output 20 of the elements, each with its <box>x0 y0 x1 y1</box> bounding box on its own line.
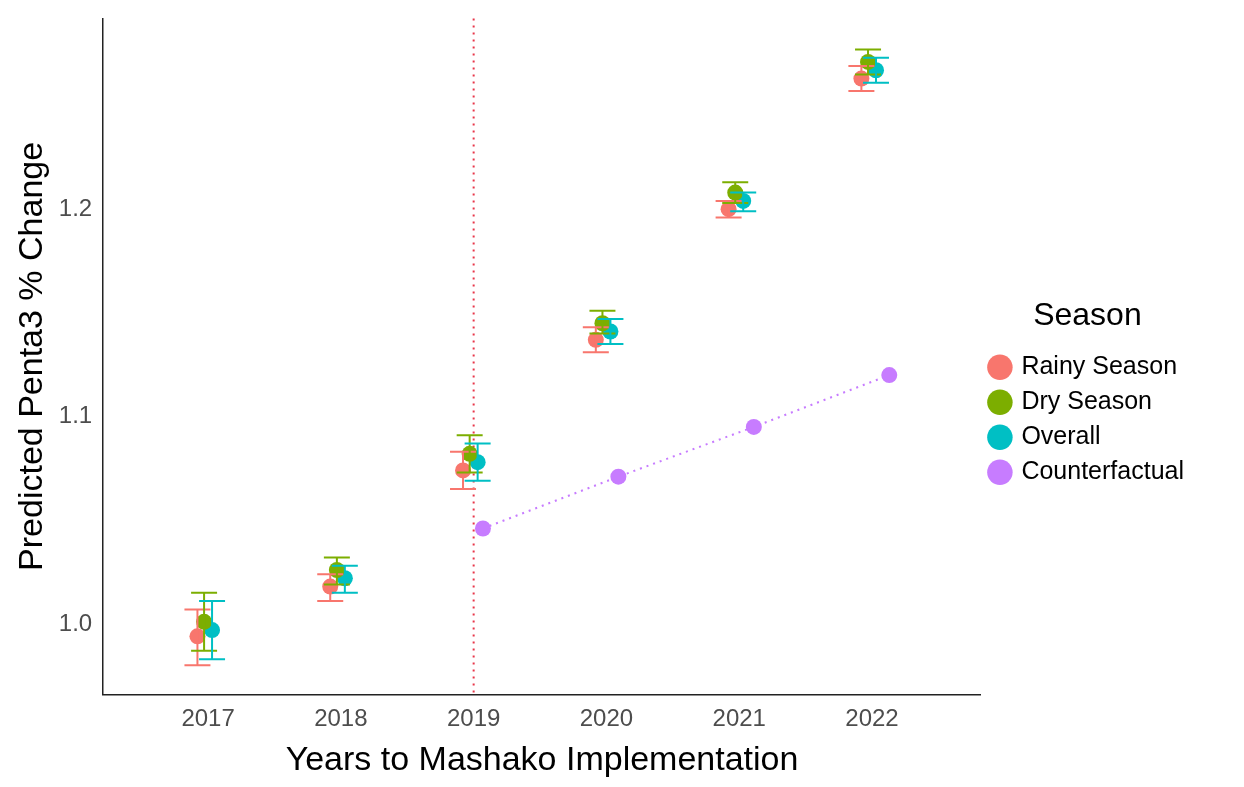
x-axis-title: Years to Mashako Implementation <box>285 738 799 777</box>
legend-label: Dry Season <box>1021 386 1153 415</box>
legend-label: Overall <box>1021 421 1101 450</box>
point <box>474 520 491 537</box>
point <box>881 367 898 384</box>
x-tick-label: 2017 <box>181 704 235 732</box>
x-tick-label: 2022 <box>845 704 899 732</box>
x-tick-label: 2021 <box>712 704 766 732</box>
x-tick-label: 2018 <box>314 704 368 732</box>
legend-label: Rainy Season <box>1021 351 1178 380</box>
point <box>745 418 762 435</box>
x-tick-label: 2020 <box>579 704 634 732</box>
x-tick-label: 2019 <box>446 704 501 732</box>
point <box>610 468 627 485</box>
y-axis-title: Predicted Penta3 % Change <box>10 141 49 571</box>
legend-label: Counterfactual <box>1021 456 1185 485</box>
y-tick-label: 1.2 <box>58 193 93 221</box>
legend-title: Season <box>1033 296 1142 333</box>
y-tick-label: 1.1 <box>58 401 93 429</box>
y-tick-label: 1.0 <box>58 608 93 636</box>
